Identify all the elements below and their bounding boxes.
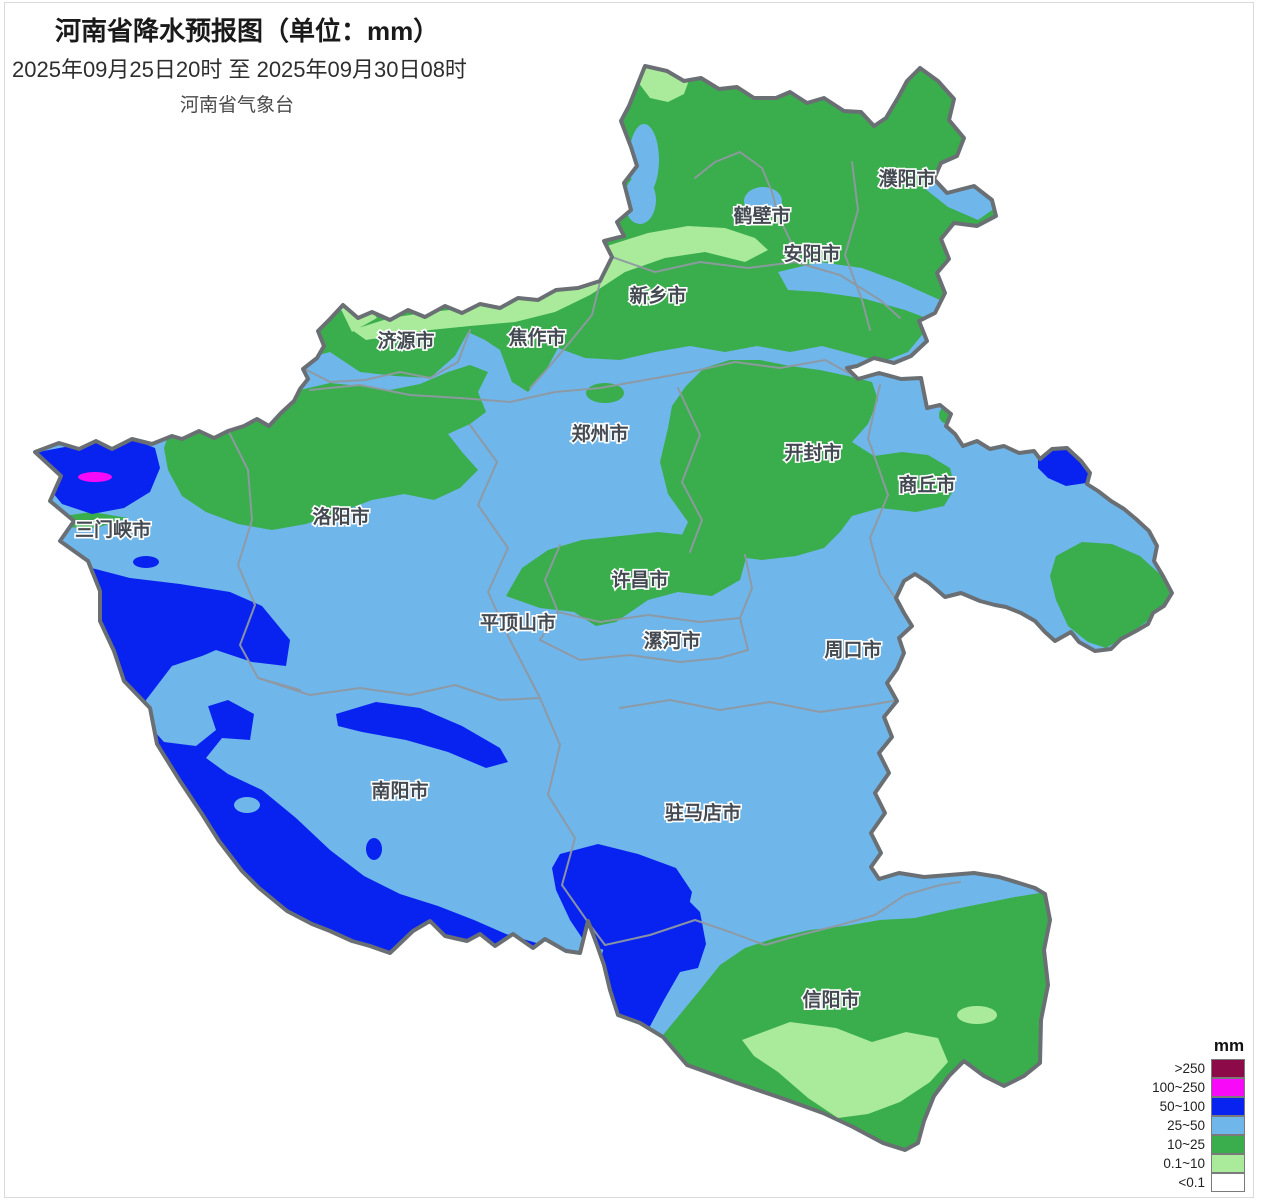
region-sanmenxia-magenta [78,472,112,482]
legend-row: 10~25 [1095,1134,1247,1154]
legend-color-swatch [1211,1058,1245,1078]
city-label: 平顶山市 [480,611,556,634]
city-label: 安阳市 [783,242,840,265]
city-label: 许昌市 [611,568,668,591]
legend-rows: >250 100~250 50~100 25~50 10~25 0.1~10 <0.1 [1095,1058,1247,1192]
legend-row: 100~250 [1095,1077,1247,1097]
legend-unit-label: mm [1213,1036,1245,1055]
city-label: 南阳市 [371,779,428,802]
legend-row: <0.1 [1095,1172,1247,1192]
issuing-agency: 河南省气象台 [180,95,295,116]
legend-range-label: 25~50 [1167,1118,1205,1133]
region-nanyang-notch-skyblue [146,654,226,746]
city-label: 济源市 [377,329,434,352]
region-zhengzhou-small-green [586,383,624,403]
city-label: 新乡市 [629,284,686,307]
legend-color-swatch [1211,1134,1245,1154]
legend-color-swatch [1211,1077,1245,1097]
city-label: 周口市 [824,638,881,661]
region-xinyang-lightgreen [742,1022,948,1118]
region-small-blue-dot-west [133,556,159,568]
legend-range-label: 10~25 [1167,1137,1205,1152]
region-kaifeng-green [660,360,955,560]
region-nanyang-skyblue-spot [234,797,260,813]
city-label: 三门峡市 [75,518,151,541]
legend-row: 0.1~10 [1095,1153,1247,1173]
region-shangqiu-tail-green [1050,542,1170,648]
legend-color-swatch [1211,1172,1245,1192]
city-label: 鹤壁市 [733,204,790,227]
region-xinyang-lightgreen-oval [957,1006,997,1024]
city-boundaries [227,151,961,946]
legend-range-label: <0.1 [1178,1175,1205,1190]
city-label: 商丘市 [898,473,955,496]
legend-range-label: 0.1~10 [1163,1156,1205,1171]
region-nw-edge-blue2 [624,176,656,224]
city-label: 洛阳市 [312,505,369,528]
city-label: 开封市 [784,441,841,464]
region-nanyang-south-blue-band [336,702,508,768]
legend-color-swatch [1211,1153,1245,1173]
region-small-blue-dot-nanyang [366,838,382,860]
map-legend: mm >250 100~250 50~100 25~50 10~25 0.1~10 <0.1 [1095,1036,1247,1192]
page-title: 河南省降水预报图（单位：mm） [55,16,440,46]
legend-color-swatch [1211,1115,1245,1135]
legend-color-swatch [1211,1096,1245,1116]
city-label: 信阳市 [802,988,859,1011]
legend-range-label: 50~100 [1159,1099,1205,1114]
legend-row: 25~50 [1095,1115,1247,1135]
city-label: 郑州市 [571,422,628,445]
legend-range-label: 100~250 [1152,1080,1205,1095]
city-label: 濮阳市 [878,167,935,190]
region-luoyang-green [164,365,488,530]
legend-range-label: >250 [1174,1061,1205,1076]
city-label: 焦作市 [507,326,565,349]
city-label: 驻马店市 [665,801,741,824]
legend-row: >250 [1095,1058,1247,1078]
legend-row: 50~100 [1095,1096,1247,1116]
region-xuchang-green [506,532,746,626]
city-label: 漯河市 [643,629,700,652]
forecast-period: 2025年09月25日20时 至 2025年09月30日08时 [12,57,467,82]
